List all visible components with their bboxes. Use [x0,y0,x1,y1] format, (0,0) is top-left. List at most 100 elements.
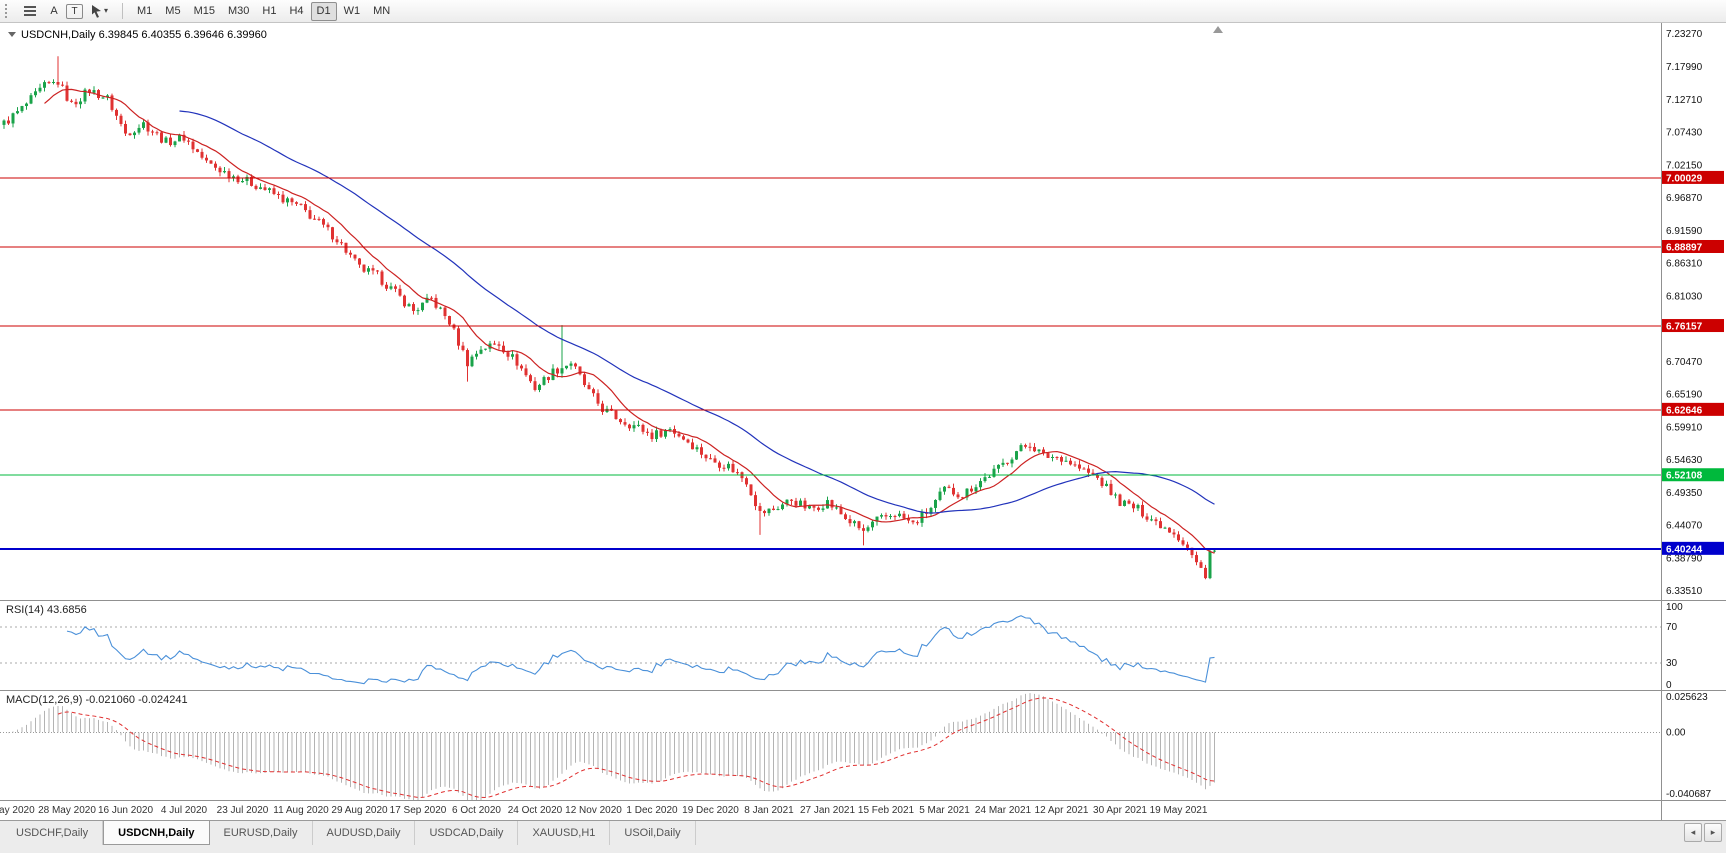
date-axis-label: 23 Jul 2020 [217,805,269,816]
rsi-label: RSI(14) 43.6856 [6,604,87,616]
macd-histogram [8,693,1215,800]
price-axis-label: 6.70470 [1666,357,1703,368]
price-tag-value: 6.62646 [1666,405,1703,416]
quote-dropdown-icon[interactable] [8,32,16,37]
price-tag-value: 7.00029 [1666,173,1703,184]
price-axis-label: 7.17990 [1666,62,1703,73]
chart-background [0,23,1726,820]
chart-tab-usoil[interactable]: USOil,Daily [610,821,696,845]
price-axis-label: 6.49350 [1666,488,1703,499]
price-axis-label: 6.81030 [1666,291,1703,302]
chart-tabs-bar: USDCHF,Daily USDCNH,Daily EURUSD,Daily AUDU… [0,820,1726,853]
tab-scroll-right-button[interactable]: ▸ [1704,823,1722,842]
price-axis-label: 6.38790 [1666,553,1703,564]
main-toolbar: A T ▾ M1 M5 M15 M30 H1 H4 D1 W1 MN [0,0,1726,23]
price-axis-label: 6.65190 [1666,390,1703,401]
date-axis-label: 12 Nov 2020 [565,805,622,816]
price-tag-value: 6.52108 [1666,471,1703,482]
price-tag-value: 6.40244 [1666,544,1703,555]
timeframe-d1-button[interactable]: D1 [310,1,337,21]
timeframe-mn-button[interactable]: MN [367,2,396,21]
rsi-axis-label: 0 [1666,680,1672,691]
timeframe-m5-button[interactable]: M5 [159,2,186,21]
timeframe-m1-button[interactable]: M1 [131,2,158,21]
ma-fast-line [44,88,1215,554]
chart-tabs: USDCHF,Daily USDCNH,Daily EURUSD,Daily AUDU… [0,821,1684,845]
price-tag [1662,170,1724,184]
date-axis-label: 19 Dec 2020 [682,805,739,816]
timeframe-m15-button[interactable]: M15 [188,2,221,21]
price-tag [1662,541,1724,555]
tab-scroll-left-button[interactable]: ◂ [1684,823,1702,842]
timeframe-m30-button[interactable]: M30 [222,2,255,21]
chart-canvas[interactable]: USDCNH,Daily 6.39845 6.40355 6.39646 6.3… [0,23,1726,820]
price-tag [1662,402,1724,416]
date-axis-label: 11 Aug 2020 [273,805,329,816]
date-axis-label: 30 Apr 2021 [1093,805,1147,816]
price-axis-label: 7.07430 [1666,128,1703,139]
date-axis-label: 24 Oct 2020 [508,805,563,816]
price-axis-label: 7.12710 [1666,95,1703,106]
macd-signal-line [57,697,1215,798]
price-axis-label: 7.02150 [1666,160,1703,171]
date-axis-label: 27 Jan 2021 [800,805,855,816]
date-axis-label: 8 Jan 2021 [744,805,794,816]
price-axis-label: 6.33510 [1666,586,1703,597]
macd-label: MACD(12,26,9) -0.021060 -0.024241 [6,694,188,706]
price-tag [1662,319,1724,333]
tab-scroll-controls: ◂ ▸ [1684,821,1726,842]
candlestick-series [2,56,1216,580]
date-axis-label: 6 Oct 2020 [452,805,501,816]
price-axis-label: 6.44070 [1666,521,1703,532]
chart-tab-audusd[interactable]: AUDUSD,Daily [313,821,416,845]
date-axis-label: 5 Mar 2021 [919,805,970,816]
timeframe-h4-button[interactable]: H4 [283,2,309,21]
toolbar-grip[interactable] [5,4,11,18]
menu-icon [24,6,36,16]
price-tag [1662,239,1724,253]
date-axis-label: 19 May 2021 [1150,805,1208,816]
price-axis-label: 6.54630 [1666,455,1703,466]
price-axis-label: 6.91590 [1666,226,1703,237]
date-axis-label: 9 May 2020 [0,805,35,816]
date-axis-label: 29 Aug 2020 [331,805,388,816]
rsi-line [66,615,1215,685]
date-axis-label: 4 Jul 2020 [161,805,208,816]
price-tag [1662,468,1724,482]
chart-tab-usdchf[interactable]: USDCHF,Daily [2,821,104,845]
text-tool-button[interactable]: T [66,3,83,19]
toolbar-separator [122,3,124,19]
price-tag-value: 6.76157 [1666,322,1703,333]
price-axis-label: 6.86310 [1666,259,1703,270]
ma-slow-line [179,110,1215,514]
chart-shift-marker[interactable] [1213,26,1223,33]
macd-axis-label: 0.025623 [1666,692,1708,703]
macd-axis-label: -0.040687 [1666,789,1711,800]
date-axis-label: 12 Apr 2021 [1035,805,1089,816]
price-tag-value: 6.88897 [1666,242,1703,253]
date-axis-label: 1 Dec 2020 [626,805,678,816]
date-axis-label: 16 Jun 2020 [98,805,153,816]
chart-tab-usdcnh[interactable]: USDCNH,Daily [103,821,210,845]
rsi-axis-label: 30 [1666,658,1678,669]
date-axis-label: 28 May 2020 [38,805,96,816]
timeframe-w1-button[interactable]: W1 [338,2,367,21]
chart-tab-eurusd[interactable]: EURUSD,Daily [210,821,313,845]
timeframe-group: M1 M5 M15 M30 H1 H4 D1 W1 MN [131,1,396,21]
cursor-tool-button[interactable]: ▾ [85,2,114,21]
price-axis-label: 6.96870 [1666,193,1703,204]
price-axis-label: 6.59910 [1666,422,1703,433]
timeframe-h1-button[interactable]: H1 [256,2,282,21]
cursor-icon [92,4,101,18]
date-axis-label: 17 Sep 2020 [390,805,447,816]
date-axis-label: 24 Mar 2021 [975,805,1032,816]
arrow-tool-button[interactable]: A [44,2,64,21]
chart-tab-xauusd[interactable]: XAUUSD,H1 [518,821,611,845]
chart-tab-usdcad[interactable]: USDCAD,Daily [415,821,519,845]
rsi-axis-label: 100 [1666,602,1683,613]
chart-quote-label: USDCNH,Daily 6.39845 6.40355 6.39646 6.3… [21,29,267,41]
chart-menu-button[interactable] [18,2,42,21]
macd-axis-label: 0.00 [1666,728,1686,739]
date-axis-label: 15 Feb 2021 [858,805,915,816]
